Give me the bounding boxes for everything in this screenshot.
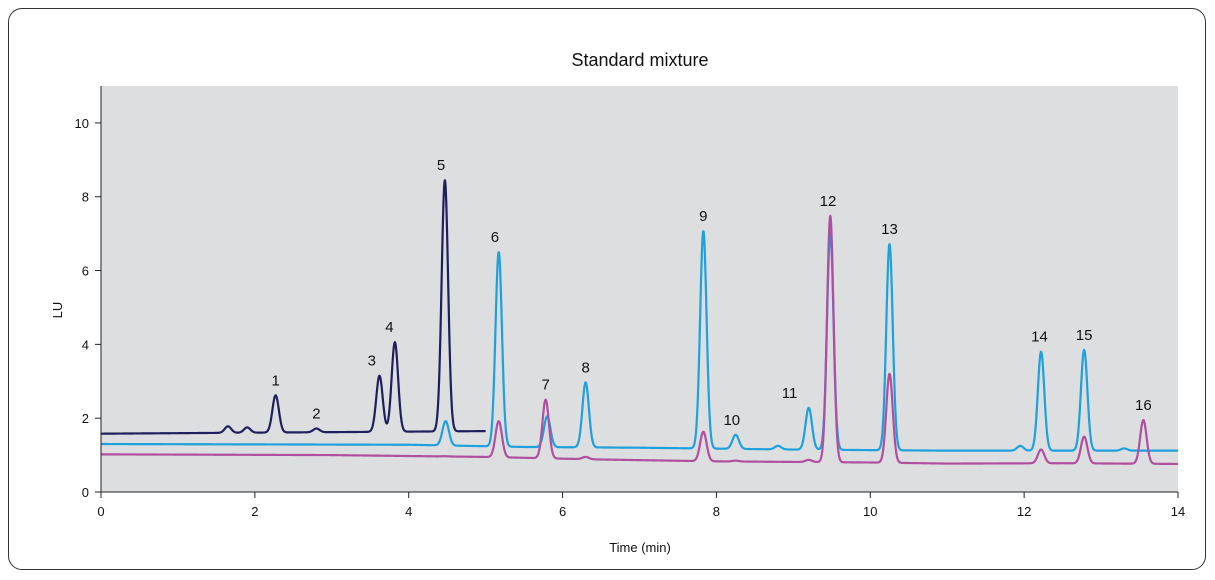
peak-label: 1: [271, 372, 279, 389]
chart-title: Standard mixture: [571, 50, 708, 70]
peak-label: 2: [312, 406, 320, 423]
series-line-3: [100, 214, 1179, 466]
series-line-2: [100, 230, 1179, 452]
y-tick-label: 6: [82, 264, 89, 279]
x-tick-label: 0: [97, 504, 104, 519]
peak-label: 16: [1135, 397, 1152, 414]
peak-label: 8: [581, 359, 589, 376]
x-tick-label: 14: [1171, 504, 1185, 519]
y-axis-label: LU: [50, 302, 65, 319]
peak-label: 15: [1076, 327, 1093, 344]
x-axis-label: Time (min): [609, 540, 671, 555]
traces: [100, 179, 1179, 466]
y-tick-label: 2: [82, 411, 89, 426]
y-tick-label: 0: [82, 485, 89, 500]
peak-label: 10: [723, 412, 740, 429]
x-tick-label: 2: [251, 504, 258, 519]
x-tick-label: 6: [559, 504, 566, 519]
peak-label: 6: [491, 229, 499, 246]
x-tick-label: 8: [713, 504, 720, 519]
x-tick-label: 10: [863, 504, 877, 519]
peak-label: 11: [782, 385, 798, 402]
peak-label: 13: [881, 221, 898, 238]
x-tick-label: 12: [1017, 504, 1031, 519]
peak-label: 4: [385, 319, 393, 336]
peak-label: 9: [699, 208, 707, 225]
series-line-1: [100, 179, 487, 435]
plot-area: [101, 86, 1178, 492]
peak-label: 3: [368, 353, 376, 370]
x-tick-label: 4: [405, 504, 412, 519]
y-tick-label: 8: [82, 190, 89, 205]
y-tick-label: 4: [82, 337, 89, 352]
y-tick-label: 10: [75, 116, 89, 131]
peak-label: 5: [437, 157, 445, 174]
peak-label: 12: [820, 193, 837, 210]
peak-label: 14: [1031, 329, 1048, 346]
peak-label: 7: [541, 377, 549, 394]
